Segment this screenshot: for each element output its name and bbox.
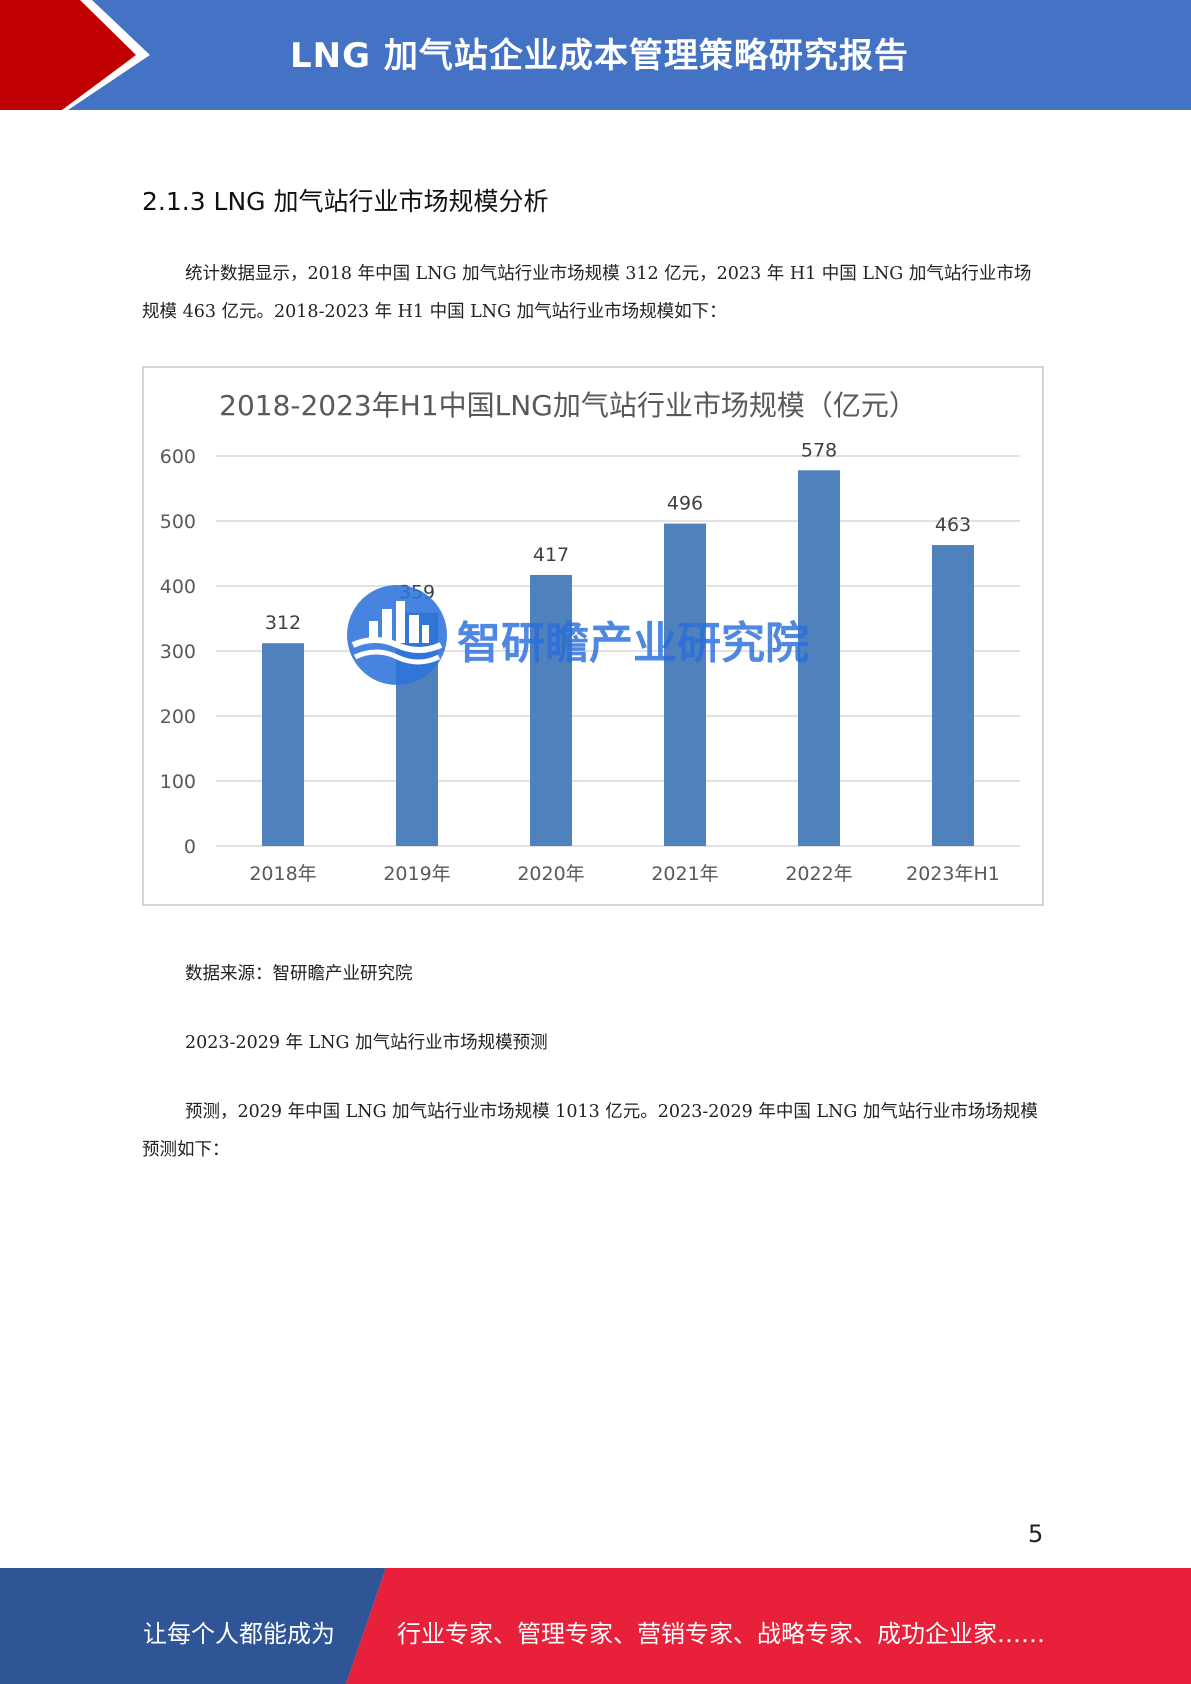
- y-tick-label: 600: [160, 446, 196, 468]
- y-tick-label: 200: [160, 706, 196, 728]
- y-tick-label: 100: [160, 771, 196, 793]
- chart-y-axis: 0 100 200 300 400 500 600: [160, 446, 196, 858]
- x-tick-label: 2018年: [249, 863, 316, 885]
- footer-slogan-right: 行业专家、管理专家、营销专家、战略专家、成功企业家……: [397, 1620, 1045, 1648]
- bar-data-label: 417: [533, 544, 569, 566]
- chart-title: 2018-2023年H1中国LNG加气站行业市场规模（亿元）: [219, 389, 917, 422]
- x-tick-label: 2020年: [517, 863, 584, 885]
- x-tick-label: 2023年H1: [906, 863, 1000, 885]
- x-tick-label: 2019年: [383, 863, 450, 885]
- footer-slogan-left: 让每个人都能成为: [143, 1620, 335, 1648]
- bar-data-label: 578: [801, 439, 837, 461]
- header-banner: LNG 加气站企业成本管理策略研究报告: [0, 0, 1191, 110]
- chart-canvas: 2018-2023年H1中国LNG加气站行业市场规模（亿元） 0 100 200 30…: [160, 389, 1020, 885]
- bar-2019年: [396, 612, 438, 846]
- bar-data-label: 463: [935, 514, 971, 536]
- chart-gridlines: [216, 455, 1020, 847]
- y-tick-label: 500: [160, 511, 196, 533]
- bar-2021年: [664, 523, 706, 846]
- footer-banner: 让每个人都能成为 行业专家、管理专家、营销专家、战略专家、成功企业家……: [0, 1568, 1191, 1684]
- x-tick-label: 2022年: [785, 863, 852, 885]
- forecast-subtitle: 2023-2029 年 LNG 加气站行业市场规模预测: [185, 1033, 548, 1053]
- header-title: LNG 加气站企业成本管理策略研究报告: [290, 36, 909, 76]
- bar-2020年: [530, 574, 572, 846]
- data-source-note: 数据来源：智研瞻产业研究院: [185, 964, 413, 984]
- bar-data-label: 312: [265, 612, 301, 634]
- bar-data-label: 359: [399, 582, 435, 604]
- bar-2023年H1: [932, 545, 974, 846]
- x-tick-label: 2021年: [651, 863, 718, 885]
- section-heading: 2.1.3 LNG 加气站行业市场规模分析: [142, 187, 549, 216]
- chart-bars: [262, 470, 974, 846]
- y-tick-label: 0: [184, 836, 196, 858]
- y-tick-label: 400: [160, 576, 196, 598]
- page-number: 5: [1028, 1520, 1044, 1548]
- chart-data-labels: 312 359 417 496 578 463: [265, 439, 971, 634]
- market-size-bar-chart: 2018-2023年H1中国LNG加气站行业市场规模（亿元） 0 100 200 30…: [142, 366, 1044, 906]
- y-tick-label: 300: [160, 641, 196, 663]
- bar-2022年: [798, 470, 840, 846]
- bar-2018年: [262, 643, 304, 846]
- chart-x-axis: 2018年 2019年 2020年 2021年 2022年 2023年H1: [249, 863, 1000, 885]
- forecast-paragraph: 预测，2029 年中国 LNG 加气站行业市场规模 1013 亿元。2023-2…: [142, 1102, 1038, 1160]
- bar-data-label: 496: [667, 493, 703, 515]
- intro-paragraph: 统计数据显示，2018 年中国 LNG 加气站行业市场规模 312 亿元，202…: [142, 264, 1032, 322]
- header-red-chevron-icon: [0, 0, 150, 110]
- footer-background: [0, 1568, 1191, 1684]
